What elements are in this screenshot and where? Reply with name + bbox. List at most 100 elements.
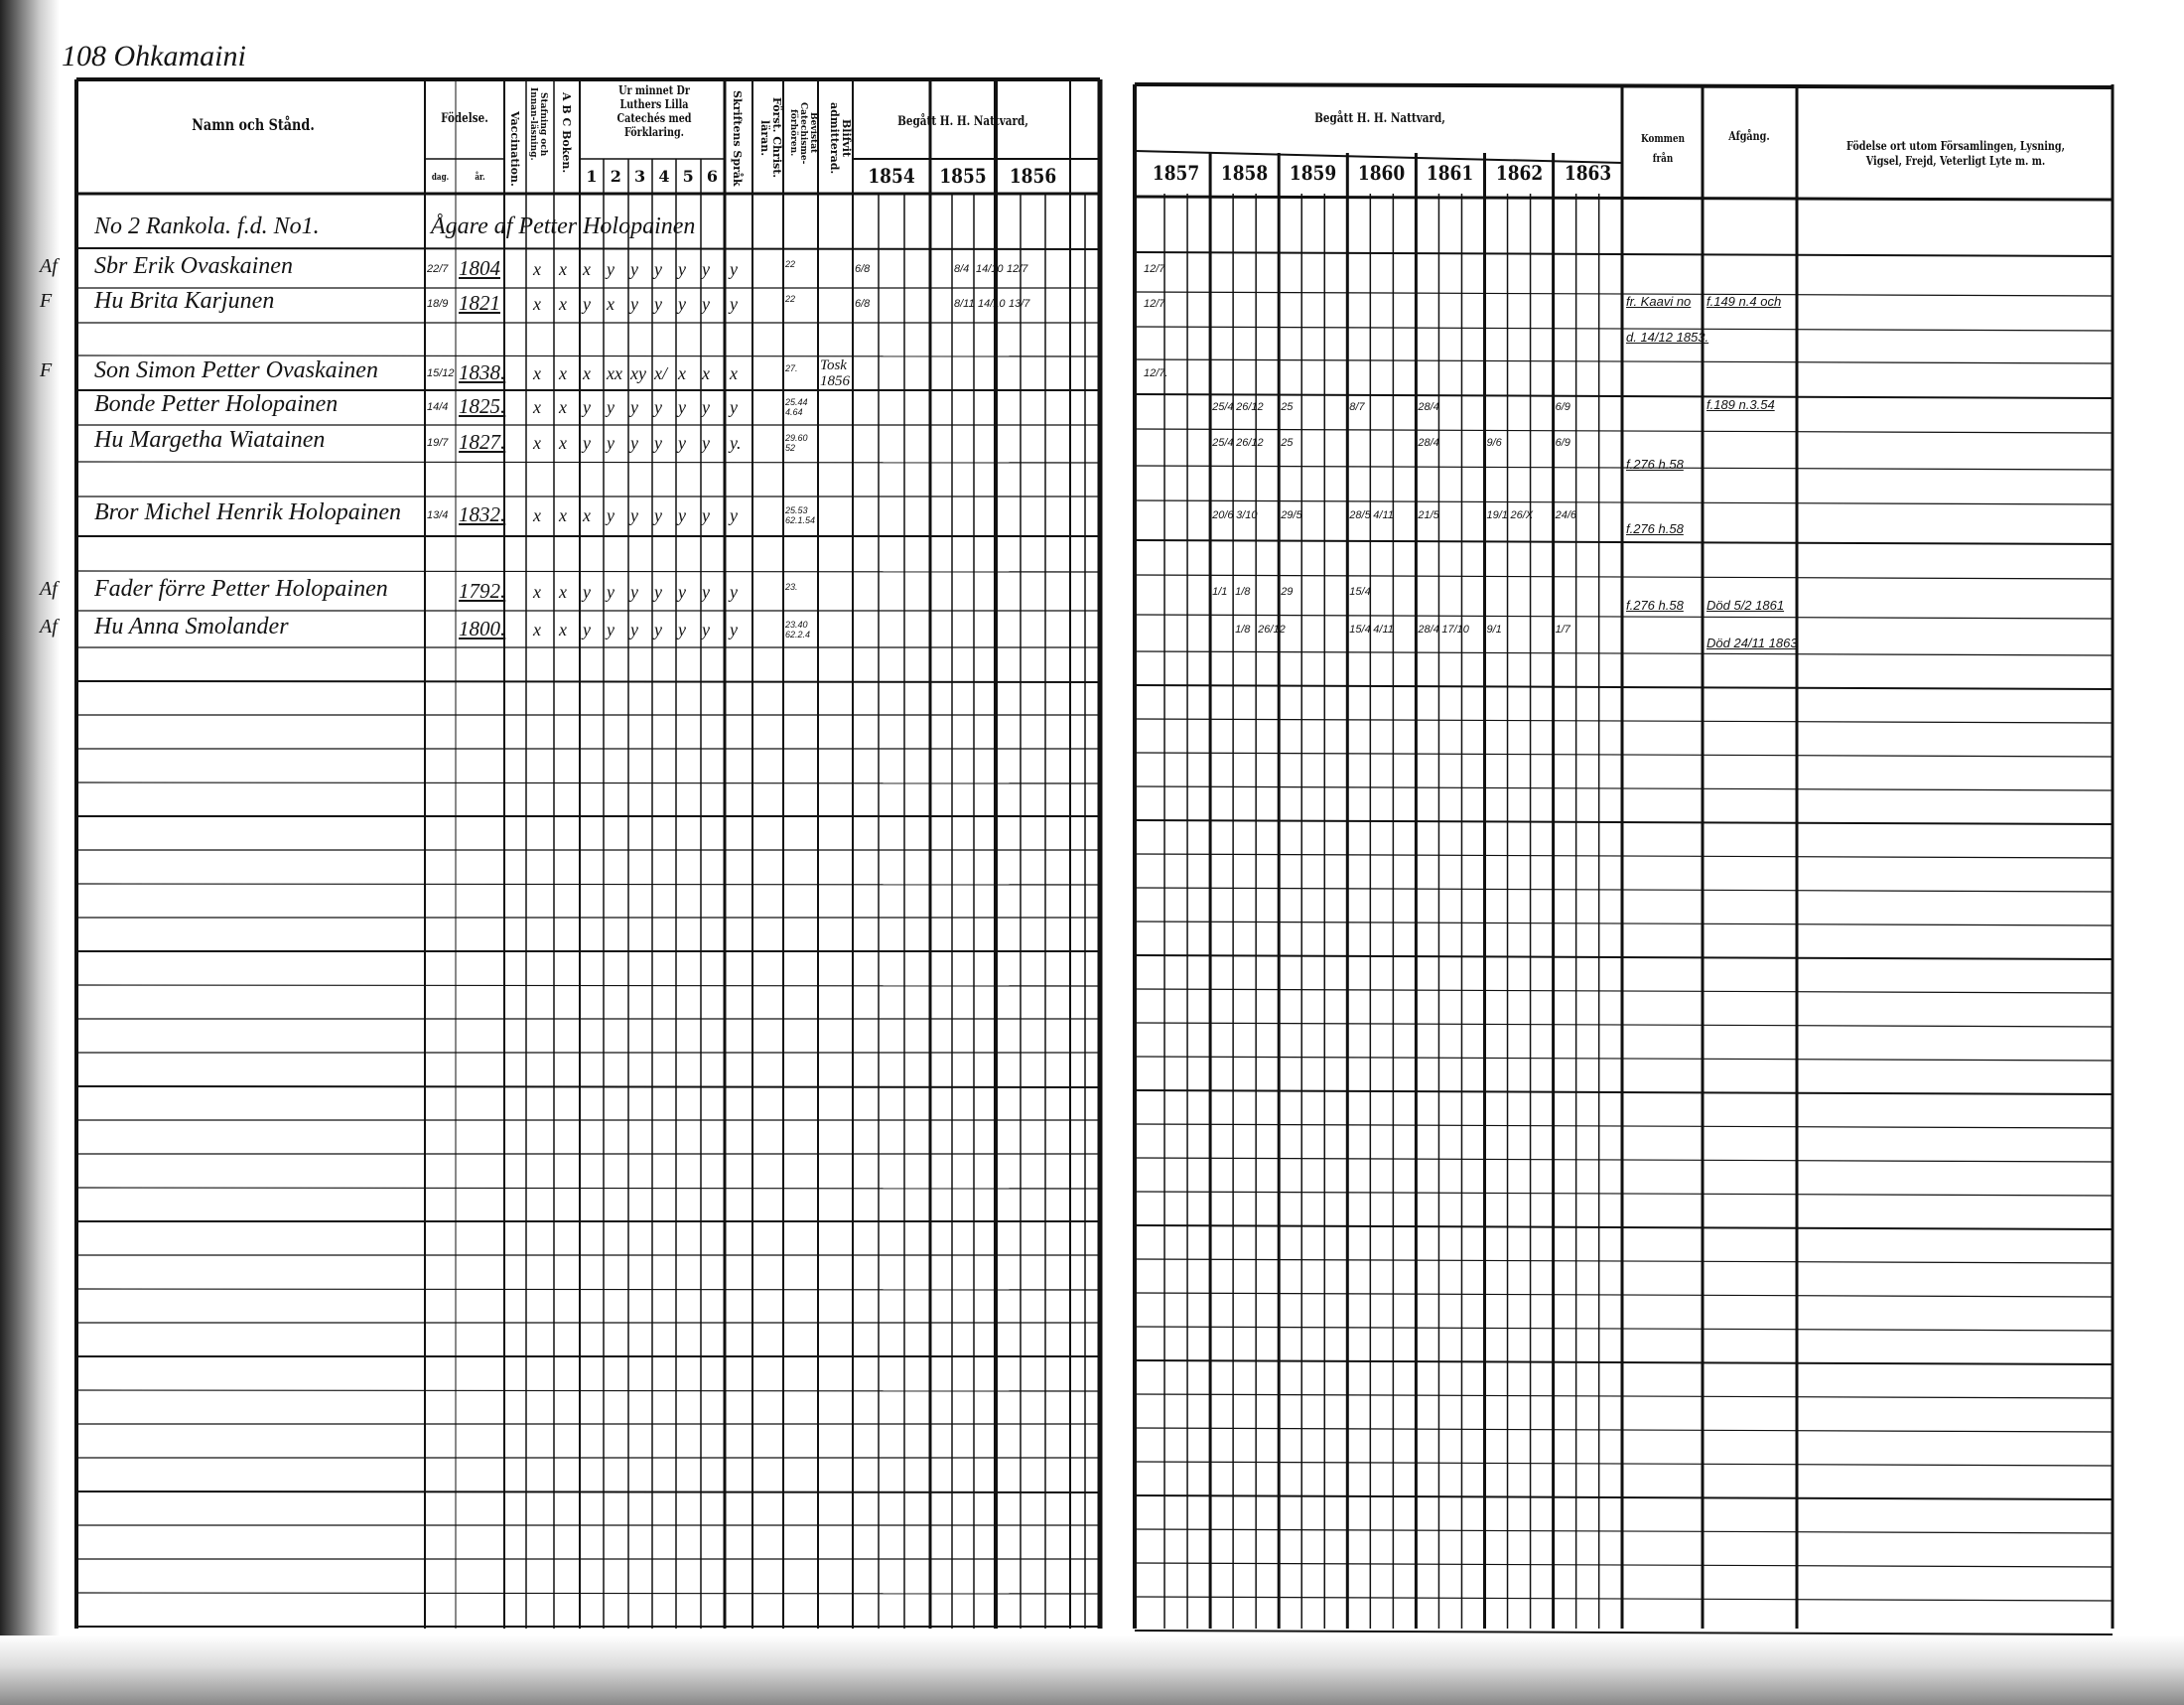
knowledge-mark: x	[730, 363, 738, 383]
knowledge-mark: y	[607, 582, 614, 602]
birth-day: 15/12	[427, 367, 455, 379]
knowledge-mark: x	[559, 582, 567, 602]
header-name: Namn och Stånd.	[192, 115, 315, 134]
communion-date: 24/6	[1555, 509, 1577, 521]
communion-date: 28/4	[1418, 624, 1439, 636]
knowledge-mark: x	[559, 505, 567, 525]
knowledge-mark: y	[583, 397, 591, 417]
communion-date: 6/8	[855, 263, 871, 275]
header-first-christian: Först. Christ. läran.	[758, 97, 783, 179]
knowledge-mark: y	[678, 433, 686, 453]
person-name: Son Simon Petter Ovaskainen	[94, 357, 378, 383]
communion-year-header: 1860	[1358, 161, 1406, 185]
row-line	[75, 1389, 1101, 1392]
row-line	[1134, 1596, 2114, 1602]
communion-date: 20/6	[1212, 509, 1234, 521]
birth-day: 22/7	[427, 263, 449, 275]
communion-date: 28/4	[1418, 437, 1439, 449]
knowledge-mark: y	[678, 620, 686, 639]
communion-date: 21/5	[1418, 509, 1439, 521]
hearing-note: 25.53 62.1.54	[785, 505, 816, 525]
communion-date: 4/11	[1373, 509, 1394, 521]
communion-date: 25	[1281, 437, 1294, 449]
admitted-note: Tosk 1856	[820, 357, 850, 389]
communion-date: 4/11	[1373, 624, 1394, 636]
row-line	[1134, 499, 2114, 505]
row-line	[1134, 1292, 2114, 1298]
communion-date: 15/4	[1349, 624, 1371, 636]
knowledge-mark: xx	[607, 363, 622, 383]
row-line	[1134, 1359, 2114, 1365]
row-line	[1134, 1056, 2114, 1062]
hearing-note: 22	[785, 259, 796, 269]
header-catechism-hearing: Bevistat Catechisme-förhören.	[788, 101, 818, 165]
margin-note: F	[40, 290, 53, 312]
row-line	[1134, 954, 2114, 960]
communion-date: 6/9	[1555, 437, 1570, 449]
birth-year: 1804	[459, 256, 500, 280]
row-line	[75, 1187, 1101, 1190]
knowledge-mark: y	[730, 505, 738, 525]
row-line	[1134, 1191, 2114, 1197]
communion-date: 9/1	[1486, 624, 1502, 636]
row-line	[75, 1592, 1101, 1595]
knowledge-mark: y	[630, 620, 638, 639]
communion-date: 8/4	[954, 263, 970, 275]
row-line	[75, 1085, 1101, 1088]
knowledge-mark: y	[730, 294, 738, 314]
knowledge-mark: x	[559, 433, 567, 453]
page-heading: 108 Ohkamaini	[62, 40, 246, 72]
knowledge-mark: y	[607, 259, 614, 279]
knowledge-mark: x/	[654, 363, 667, 383]
row-line	[1134, 291, 2114, 297]
row-line	[1134, 358, 2114, 364]
knowledge-mark: y	[630, 294, 638, 314]
knowledge-mark: y	[654, 259, 662, 279]
communion-date: 26/12	[1236, 401, 1264, 413]
catechism-part-number: 1	[586, 167, 598, 186]
row-line	[1134, 1258, 2114, 1264]
knowledge-mark: y	[702, 433, 710, 453]
communion-date: 14/10	[976, 263, 1004, 275]
knowledge-mark: y	[607, 505, 614, 525]
communion-year-header: 1854	[868, 164, 915, 188]
communion-date: 26/12	[1258, 624, 1286, 636]
knowledge-mark: y	[730, 620, 738, 639]
knowledge-mark: y	[678, 294, 686, 314]
birth-day: 14/4	[427, 401, 449, 413]
hearing-note: 27.	[785, 363, 798, 373]
communion-date: 1/7	[1555, 624, 1570, 636]
knowledge-mark: y	[702, 505, 710, 525]
knowledge-mark: y	[630, 505, 638, 525]
knowledge-mark: y	[630, 582, 638, 602]
header-abc: A B C Boken.	[560, 92, 573, 174]
knowledge-mark: y	[654, 505, 662, 525]
row-line	[1134, 428, 2114, 434]
row-line	[1134, 1022, 2114, 1028]
knowledge-mark: y	[702, 259, 710, 279]
row-line	[1134, 1393, 2114, 1399]
row-line	[1134, 465, 2114, 471]
header-birth-day: dag.	[431, 173, 450, 183]
communion-date: 1/1	[1212, 586, 1228, 598]
knowledge-mark: y	[678, 397, 686, 417]
communion-date: 29/5	[1281, 509, 1302, 521]
communion-date: 14/10	[978, 298, 1006, 310]
communion-date: 12/7	[1144, 263, 1165, 275]
knowledge-mark: y	[678, 505, 686, 525]
row-line	[1134, 1630, 2114, 1635]
row-line	[1134, 539, 2114, 545]
catechism-part-number: 6	[706, 167, 719, 186]
communion-year-header: 1863	[1564, 161, 1611, 185]
knowledge-mark: y	[654, 620, 662, 639]
header-departure: Afgång.	[1728, 129, 1770, 143]
communion-date: 8/7	[1349, 401, 1365, 413]
header-admitted: Blifvit admitterad.	[828, 101, 853, 175]
knowledge-mark: y	[654, 294, 662, 314]
communion-year-header: 1855	[939, 164, 987, 188]
birth-year: 1827.	[459, 430, 506, 454]
communion-year-header: 1859	[1290, 161, 1337, 185]
scan-edge-left	[0, 0, 60, 1705]
margin-note: F	[40, 359, 53, 381]
communion-year-header: 1857	[1152, 161, 1200, 185]
